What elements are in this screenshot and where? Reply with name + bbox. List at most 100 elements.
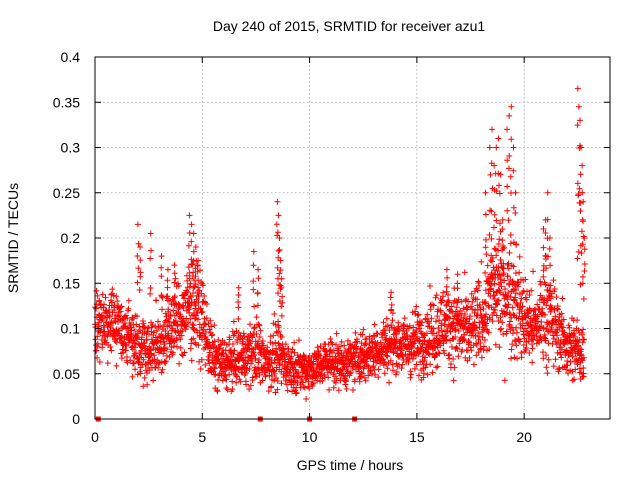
- data-point: [552, 356, 559, 363]
- data-point: [505, 217, 512, 224]
- data-point: [512, 287, 519, 294]
- data-point: [580, 233, 587, 240]
- data-point: [557, 351, 564, 358]
- data-point: [328, 339, 335, 346]
- data-point: [275, 212, 282, 219]
- data-point: [414, 333, 421, 340]
- data-point: [278, 284, 285, 291]
- data-point: [158, 292, 165, 299]
- data-point: [581, 235, 588, 241]
- data-point: [388, 321, 395, 328]
- data-point: [469, 298, 476, 305]
- data-point: [125, 297, 132, 304]
- data-point: [541, 311, 548, 318]
- data-point: [198, 356, 205, 363]
- data-point: [143, 369, 150, 376]
- data-point: [473, 341, 480, 348]
- data-point: [153, 327, 160, 334]
- data-point: [141, 374, 148, 381]
- data-point: [469, 306, 476, 313]
- data-point: [131, 350, 138, 357]
- data-point: [93, 347, 100, 354]
- data-point: [134, 221, 141, 228]
- data-point: [274, 198, 281, 205]
- data-point: [564, 362, 571, 369]
- data-point: [467, 303, 474, 310]
- data-point: [553, 332, 560, 339]
- data-point: [251, 303, 258, 310]
- data-point: [111, 315, 118, 322]
- data-point: [122, 347, 129, 354]
- data-point: [494, 297, 501, 304]
- data-point: [382, 330, 389, 337]
- data-point: [251, 325, 258, 332]
- data-point: [450, 356, 457, 363]
- data-point: [534, 301, 541, 308]
- data-point: [219, 377, 226, 384]
- data-point: [338, 338, 345, 345]
- data-point: [196, 329, 203, 336]
- y-tick-label: 0.4: [61, 49, 81, 65]
- data-point: [493, 252, 500, 259]
- data-point: [508, 136, 515, 143]
- data-point: [93, 287, 100, 294]
- data-point: [493, 188, 500, 195]
- data-point: [188, 261, 195, 268]
- data-point: [560, 316, 567, 323]
- data-point: [520, 287, 527, 294]
- data-point: [160, 322, 167, 329]
- data-point: [398, 346, 405, 353]
- data-point: [553, 329, 560, 336]
- data-point: [360, 326, 367, 333]
- data-point: [247, 382, 254, 389]
- data-point: [504, 262, 511, 269]
- data-point: [127, 330, 134, 337]
- data-point: [530, 332, 537, 339]
- data-point: [427, 306, 434, 313]
- data-point: [162, 358, 169, 365]
- data-point: [257, 327, 264, 334]
- data-point: [393, 360, 400, 367]
- data-point: [464, 329, 471, 336]
- data-point: [186, 212, 193, 219]
- data-point: [544, 189, 551, 196]
- data-point: [577, 208, 584, 215]
- data-point: [541, 331, 548, 338]
- data-point: [175, 282, 182, 289]
- data-point: [478, 258, 485, 265]
- data-point: [101, 301, 108, 308]
- data-point: [506, 112, 513, 119]
- data-point: [482, 189, 489, 196]
- data-point: [129, 314, 136, 321]
- data-point: [303, 375, 310, 382]
- data-point: [482, 211, 489, 218]
- data-point: [171, 270, 178, 277]
- data-point: [368, 370, 375, 377]
- data-point: [543, 364, 550, 371]
- data-point: [579, 241, 586, 248]
- data-point: [255, 321, 262, 328]
- x-tick-labels: 0 5 10 15 20: [91, 429, 532, 445]
- data-point: [575, 191, 582, 198]
- data-point: [123, 342, 130, 349]
- data-point: [452, 334, 459, 341]
- data-point: [575, 342, 582, 349]
- data-point: [578, 228, 585, 235]
- data-point: [229, 378, 236, 385]
- data-point: [125, 305, 132, 312]
- data-point: [289, 388, 296, 395]
- data-point: [545, 356, 552, 363]
- data-point: [552, 313, 559, 320]
- data-point: [504, 183, 511, 190]
- data-point: [580, 354, 587, 361]
- data-point: [286, 369, 293, 376]
- data-point: [488, 208, 495, 215]
- data-point: [310, 379, 317, 386]
- data-point: [558, 310, 565, 317]
- data-point: [139, 361, 146, 368]
- data-point: [189, 321, 196, 328]
- data-point: [205, 320, 212, 327]
- data-point: [488, 126, 495, 133]
- data-point: [287, 356, 294, 363]
- data-point: [250, 286, 257, 293]
